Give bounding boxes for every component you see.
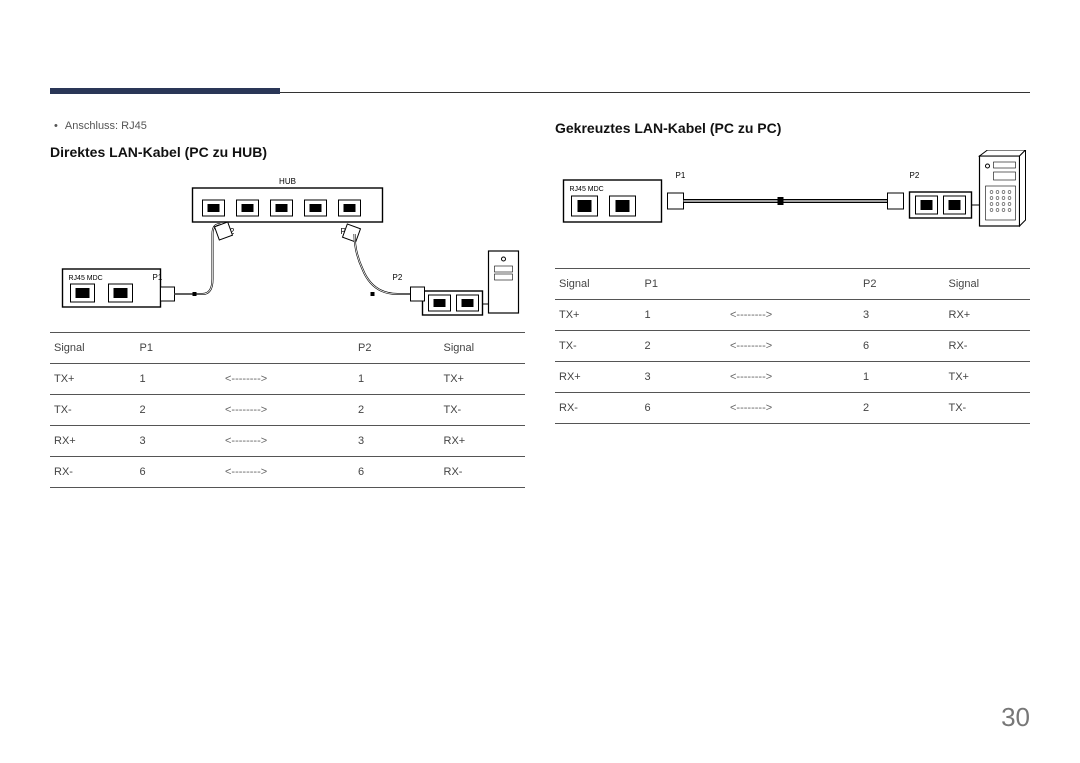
table-row: TX-2<-------->2TX- [50, 395, 525, 426]
table-row: TX+1<-------->1TX+ [50, 364, 525, 395]
connector-note: Anschluss: RJ45 [50, 120, 525, 132]
crossover-diagram-svg: RJ45 MDC P1 P2 [555, 150, 1030, 260]
table-row: RX-6<-------->2TX- [555, 393, 1030, 424]
diagram-pc-to-hub: HUB P2 P1 RJ45 MDC [50, 174, 525, 324]
plug-p2: P2 [910, 171, 920, 180]
header-accent-bar [50, 88, 280, 94]
th: Signal [440, 333, 526, 364]
th: Signal [945, 269, 1031, 300]
left-pinout-table: Signal P1 P2 Signal TX+1<-------->1TX+ T… [50, 332, 525, 488]
th: P1 [136, 333, 222, 364]
right-pinout-table: Signal P1 P2 Signal TX+1<-------->3RX+ T… [555, 268, 1030, 424]
th: P1 [641, 269, 727, 300]
plug-p1: P1 [676, 171, 686, 180]
table-row: RX+3<-------->3RX+ [50, 426, 525, 457]
th: P2 [354, 333, 440, 364]
hub-diagram-svg: HUB P2 P1 RJ45 MDC [50, 174, 525, 324]
page-number: 30 [1001, 702, 1030, 733]
cable2-p2: P2 [393, 273, 403, 282]
table-row: TX-2<-------->6RX- [555, 331, 1030, 362]
page-content: Anschluss: RJ45 Direktes LAN-Kabel (PC z… [50, 120, 1030, 488]
table-row: TX+1<-------->3RX+ [555, 300, 1030, 331]
right-section-title: Gekreuztes LAN-Kabel (PC zu PC) [555, 120, 1030, 136]
right-column: Gekreuztes LAN-Kabel (PC zu PC) RJ45 MDC… [555, 120, 1030, 488]
th: Signal [555, 269, 641, 300]
th [221, 333, 354, 364]
left-section-title: Direktes LAN-Kabel (PC zu HUB) [50, 144, 525, 160]
hub-label: HUB [279, 177, 296, 186]
th [726, 269, 859, 300]
th: Signal [50, 333, 136, 364]
table-row: RX-6<-------->6RX- [50, 457, 525, 488]
cable1-p1: P1 [153, 273, 163, 282]
mdc-label-left: RJ45 MDC [69, 275, 103, 282]
mdc-label-right: RJ45 MDC [570, 186, 604, 193]
table-row: RX+3<-------->1TX+ [555, 362, 1030, 393]
diagram-pc-to-pc: RJ45 MDC P1 P2 [555, 150, 1030, 260]
th: P2 [859, 269, 945, 300]
left-column: Anschluss: RJ45 Direktes LAN-Kabel (PC z… [50, 120, 525, 488]
